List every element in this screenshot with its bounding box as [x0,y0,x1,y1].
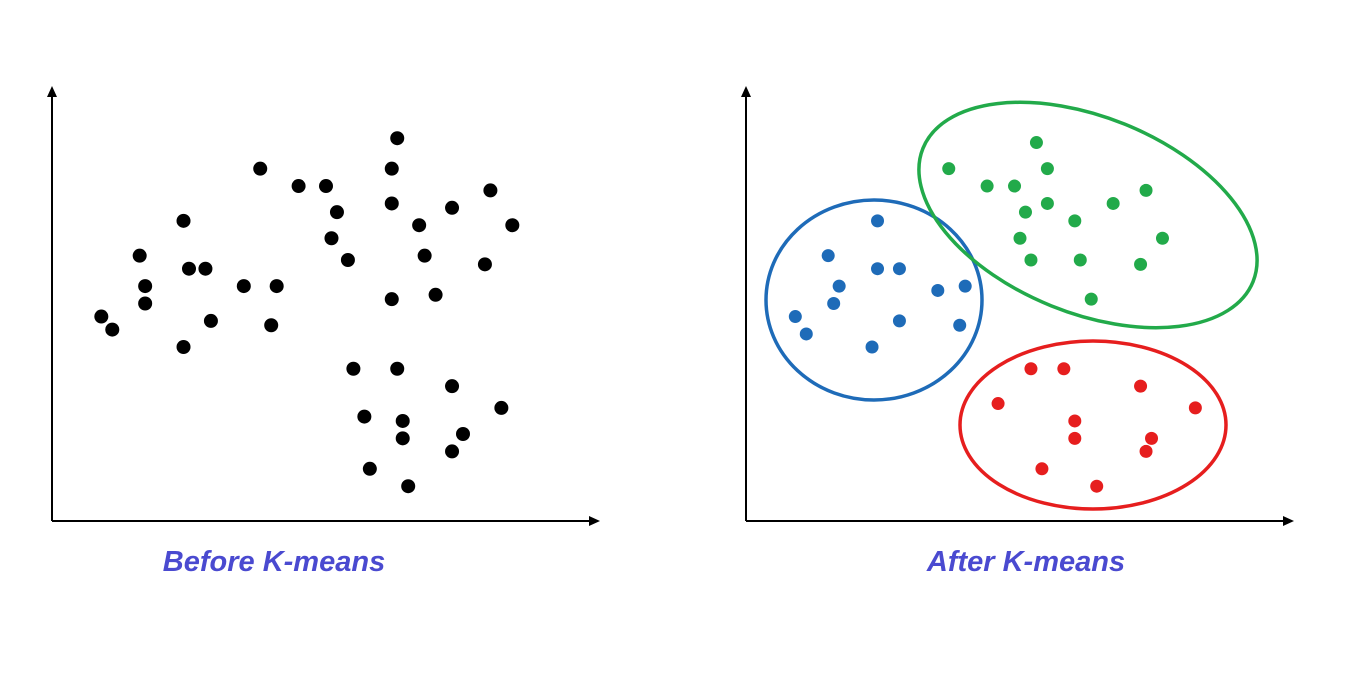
after-point-s3-8 [1134,379,1148,393]
after-point-s1-4 [827,297,841,310]
before-point-s1-22 [362,461,377,476]
after-point-s1-5 [832,279,846,293]
before-point-s1-1 [94,309,109,324]
after-point-s3-3 [1035,462,1049,476]
after-point-s2-4 [1013,231,1027,245]
before-point-s1-7 [176,213,191,228]
after-point-s2-7 [1029,136,1043,150]
before-point-s1-27 [390,361,405,376]
after-point-s1-10 [892,314,906,328]
after-caption: After K-means [926,546,1126,578]
before-point-s1-28 [395,413,410,428]
after-point-s3-6 [1068,431,1082,445]
before-point-s1-6 [176,340,191,354]
before-point-s1-41 [505,218,520,233]
before-point-s1-9 [198,261,213,276]
before-point-s1-16 [319,179,333,194]
before-point-s1-3 [132,248,147,263]
after-point-s2-13 [1106,196,1120,210]
cluster-outline-1 [764,198,984,402]
after-x-arrow-icon [1283,516,1294,526]
after-point-s2-15 [1139,183,1153,197]
before-point-s1-19 [340,253,355,267]
before-point-s1-30 [401,479,416,494]
after-point-s2-12 [1084,292,1098,306]
after-point-s2-6 [1024,253,1038,267]
before-point-s1-37 [456,427,470,441]
before-point-s1-24 [384,161,399,176]
after-point-s1-11 [931,283,945,297]
before-caption: Before K-means [162,546,386,578]
after-point-s3-5 [1068,414,1082,428]
before-point-s1-13 [264,318,279,333]
before-point-s1-40 [494,400,509,415]
after-point-s1-3 [821,249,835,263]
before-point-s1-23 [384,196,399,211]
before-point-s1-34 [445,444,460,459]
after-point-s3-4 [1057,362,1071,376]
after-point-s1-9 [892,262,906,276]
before-point-s1-21 [357,409,372,424]
after-point-s2-9 [1040,196,1054,210]
after-point-s2-11 [1073,253,1087,267]
after-point-s2-1 [942,162,956,176]
after-point-s1-13 [958,279,972,293]
before-point-s1-35 [445,200,460,215]
before-point-s1-12 [253,161,268,176]
before-y-arrow-icon [47,86,57,97]
after-point-s3-10 [1145,431,1159,445]
cluster-outline-2 [917,100,1259,330]
after-point-s2-14 [1134,257,1148,271]
cluster-outline-3 [958,339,1228,511]
after-point-s2-8 [1040,162,1054,176]
after-point-s2-2 [980,179,994,193]
before-point-s1-5 [138,296,153,311]
before-point-s1-29 [395,431,410,446]
after-point-s1-1 [788,310,802,324]
before-x-arrow-icon [589,516,600,526]
after-point-s1-12 [953,318,967,332]
before-point-s1-11 [236,279,251,294]
after-point-s2-10 [1068,214,1082,228]
before-point-s1-8 [182,261,196,276]
after-point-s3-9 [1139,444,1153,458]
before-point-s1-10 [203,313,218,328]
after-point-s1-2 [799,327,813,341]
before-point-s1-15 [291,179,306,194]
before-point-s1-39 [483,183,498,198]
after-y-arrow-icon [741,86,751,97]
after-point-s2-16 [1155,231,1169,245]
after-point-s3-1 [991,397,1005,411]
after-point-s3-2 [1024,362,1038,376]
after-point-s2-3 [1008,179,1022,193]
before-point-s1-20 [346,361,361,376]
before-point-s1-2 [105,322,120,337]
before-point-s1-18 [329,205,344,220]
before-point-s1-17 [324,231,339,246]
after-point-s1-6 [865,340,879,354]
before-point-s1-4 [138,279,153,294]
before-point-s1-31 [412,218,427,233]
after-point-s1-7 [871,214,885,228]
before-point-s1-38 [477,257,492,272]
before-point-s1-36 [445,379,460,394]
before-point-s1-26 [390,131,405,146]
before-point-s1-33 [428,287,443,302]
after-point-s2-5 [1018,205,1032,219]
before-point-s1-14 [269,279,284,294]
after-point-s3-7 [1090,479,1104,493]
after-point-s1-8 [871,262,885,276]
before-point-s1-32 [417,248,432,263]
after-point-s3-11 [1188,401,1202,415]
before-point-s1-25 [384,292,399,307]
